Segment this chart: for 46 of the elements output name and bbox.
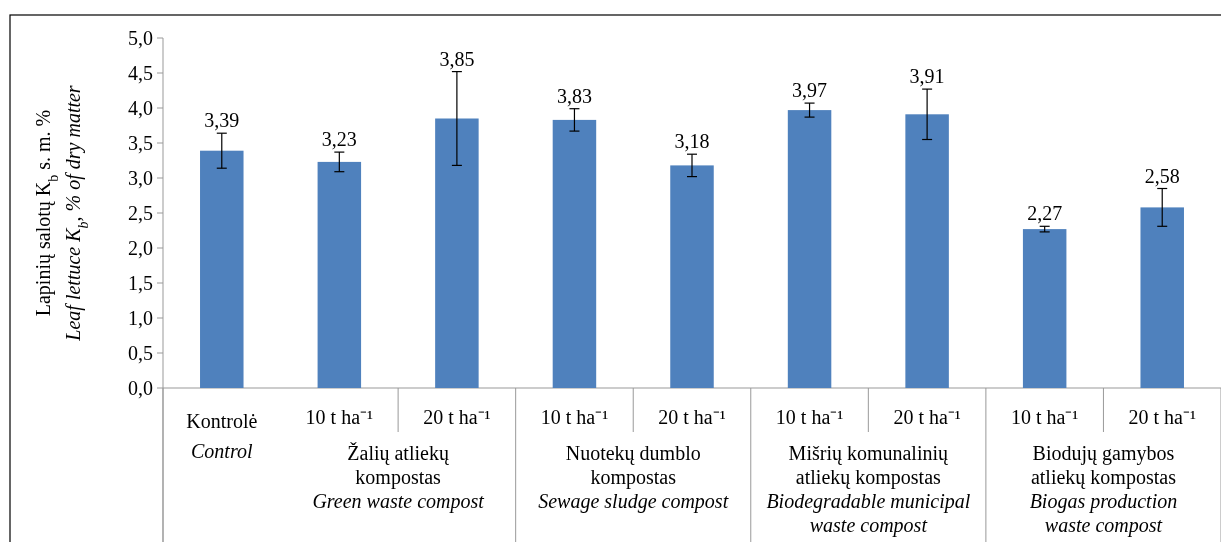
bar bbox=[317, 161, 362, 388]
bar bbox=[670, 165, 714, 388]
data-label: 3,85 bbox=[439, 47, 475, 70]
text: Mišrių komunalinių atliekų kompostas bbox=[788, 442, 950, 489]
bar bbox=[1022, 229, 1067, 388]
y-tick-label: 2,0 bbox=[128, 237, 153, 259]
y-tick-label: 4,5 bbox=[128, 62, 153, 84]
y-tick-label: 1,5 bbox=[128, 272, 153, 294]
bar bbox=[787, 110, 832, 388]
bar bbox=[1140, 207, 1184, 388]
y-tick-label: 2,5 bbox=[128, 202, 153, 224]
x-tick-label: 20 t ha⁻¹ bbox=[423, 406, 491, 428]
bar bbox=[905, 114, 949, 388]
x-tick-label: 20 t ha⁻¹ bbox=[658, 406, 726, 428]
x-tick-label: 10 t ha⁻¹ bbox=[1010, 406, 1079, 428]
y-tick-label: 5,0 bbox=[128, 27, 153, 49]
data-label: 3,97 bbox=[792, 79, 828, 102]
data-label: 3,83 bbox=[556, 84, 592, 107]
data-label: 3,39 bbox=[204, 109, 240, 132]
x-tick-label: 20 t ha⁻¹ bbox=[1128, 406, 1196, 428]
x-tick-label: Kontrolė Control bbox=[186, 410, 258, 462]
bar bbox=[552, 119, 597, 388]
text: Biodujų gamybos atliekų kompostas bbox=[1030, 442, 1177, 489]
data-label: 2,58 bbox=[1144, 164, 1180, 187]
bar bbox=[435, 118, 479, 388]
y-tick-label: 3,0 bbox=[128, 167, 153, 189]
data-label: 2,27 bbox=[1027, 202, 1063, 225]
data-label: 3,91 bbox=[909, 65, 945, 88]
x-tick-label: 10 t ha⁻¹ bbox=[540, 406, 609, 428]
y-tick-label: 0,5 bbox=[128, 342, 153, 364]
text: Green waste compost bbox=[312, 490, 485, 513]
text: Nuotekų dumblo kompostas bbox=[565, 442, 701, 489]
data-label: 3,18 bbox=[674, 130, 710, 153]
bar bbox=[200, 150, 244, 388]
x-tick-label: 10 t ha⁻¹ bbox=[305, 406, 374, 428]
data-label: 3,23 bbox=[321, 128, 357, 151]
x-tick-label: 10 t ha⁻¹ bbox=[775, 406, 844, 428]
y-tick-label: 0,0 bbox=[128, 377, 153, 399]
y-tick-label: 4,0 bbox=[128, 97, 153, 119]
text: Žalių atliekų kompostas bbox=[347, 442, 450, 489]
text: Biodegradable municipal waste compost bbox=[766, 490, 971, 537]
y-tick-label: 1,0 bbox=[128, 307, 153, 329]
text: Biogas production waste compost bbox=[1029, 490, 1178, 537]
y-tick-label: 3,5 bbox=[128, 132, 153, 154]
x-tick-label: 20 t ha⁻¹ bbox=[893, 406, 961, 428]
text: Sewage sludge compost bbox=[538, 490, 729, 513]
